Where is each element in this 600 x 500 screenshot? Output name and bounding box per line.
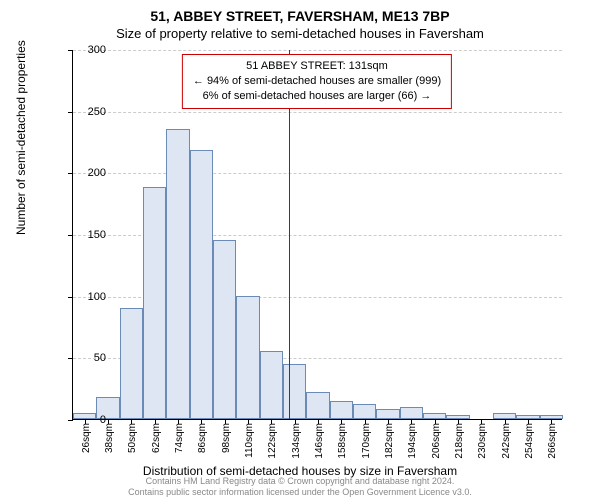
footer-line-1: Contains HM Land Registry data © Crown c… bbox=[0, 476, 600, 487]
ytick-mark bbox=[68, 420, 73, 421]
ytick-label: 100 bbox=[76, 291, 106, 303]
ytick-mark bbox=[68, 112, 73, 113]
histogram-bar bbox=[283, 364, 306, 420]
ytick-label: 50 bbox=[76, 352, 106, 364]
info-line-1: 51 ABBEY STREET: 131sqm bbox=[193, 59, 441, 74]
xtick-label: 122sqm bbox=[267, 423, 278, 459]
gridline bbox=[73, 112, 562, 113]
histogram-bar bbox=[190, 150, 213, 419]
xtick-label: 254sqm bbox=[524, 423, 535, 459]
title-main: 51, ABBEY STREET, FAVERSHAM, ME13 7BP bbox=[0, 0, 600, 24]
xtick-label: 74sqm bbox=[174, 423, 185, 453]
gridline bbox=[73, 50, 562, 51]
xtick-label: 194sqm bbox=[407, 423, 418, 459]
xtick-label: 242sqm bbox=[501, 423, 512, 459]
histogram-bar bbox=[353, 404, 376, 419]
histogram-bar bbox=[213, 240, 236, 419]
ytick-label: 300 bbox=[76, 44, 106, 56]
xtick-label: 170sqm bbox=[361, 423, 372, 459]
xtick-label: 26sqm bbox=[81, 423, 92, 453]
xtick-label: 110sqm bbox=[244, 423, 255, 458]
xtick-label: 62sqm bbox=[151, 423, 162, 453]
histogram-bar bbox=[236, 296, 259, 419]
xtick-label: 182sqm bbox=[384, 423, 395, 459]
xtick-label: 86sqm bbox=[197, 423, 208, 453]
xtick-label: 50sqm bbox=[127, 423, 138, 453]
footer-line-2: Contains public sector information licen… bbox=[0, 487, 600, 498]
gridline bbox=[73, 173, 562, 174]
histogram-bar bbox=[330, 401, 353, 420]
ytick-mark bbox=[68, 50, 73, 51]
histogram-bar bbox=[120, 308, 143, 419]
xtick-label: 230sqm bbox=[477, 423, 488, 459]
histogram-bar bbox=[166, 129, 189, 419]
ytick-label: 250 bbox=[76, 106, 106, 118]
histogram-bar bbox=[143, 187, 166, 419]
xtick-label: 218sqm bbox=[454, 423, 465, 459]
info-line-3: 6% of semi-detached houses are larger (6… bbox=[193, 89, 441, 104]
histogram-bar bbox=[306, 392, 329, 419]
histogram-bar bbox=[400, 407, 423, 419]
histogram-bar bbox=[376, 409, 399, 419]
ytick-mark bbox=[68, 358, 73, 359]
ytick-label: 200 bbox=[76, 167, 106, 179]
footer: Contains HM Land Registry data © Crown c… bbox=[0, 476, 600, 498]
xtick-label: 38sqm bbox=[104, 423, 115, 453]
info-line-2: ← 94% of semi-detached houses are smalle… bbox=[193, 74, 441, 89]
ytick-label: 150 bbox=[76, 229, 106, 241]
xtick-label: 206sqm bbox=[431, 423, 442, 459]
ytick-mark bbox=[68, 173, 73, 174]
xtick-label: 158sqm bbox=[337, 423, 348, 459]
ytick-mark bbox=[68, 235, 73, 236]
chart-area: 26sqm38sqm50sqm62sqm74sqm86sqm98sqm110sq… bbox=[72, 50, 562, 420]
y-axis-label: Number of semi-detached properties bbox=[14, 40, 28, 235]
xtick-label: 146sqm bbox=[314, 423, 325, 459]
xtick-label: 134sqm bbox=[291, 423, 302, 459]
ytick-mark bbox=[68, 297, 73, 298]
histogram-bar bbox=[260, 351, 283, 419]
info-box: 51 ABBEY STREET: 131sqm ← 94% of semi-de… bbox=[182, 54, 452, 109]
xtick-label: 266sqm bbox=[547, 423, 558, 459]
xtick-label: 98sqm bbox=[221, 423, 232, 453]
ytick-label: 0 bbox=[76, 414, 106, 426]
